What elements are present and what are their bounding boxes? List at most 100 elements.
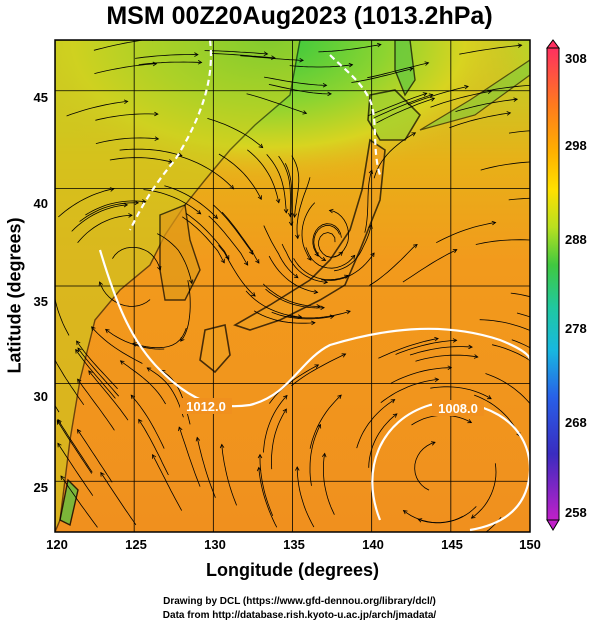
streamline bbox=[480, 161, 530, 171]
streamline bbox=[100, 472, 137, 526]
streamline-arrowhead bbox=[57, 442, 62, 448]
streamline bbox=[161, 370, 191, 425]
streamline bbox=[271, 311, 334, 320]
streamline-arrowhead bbox=[390, 399, 396, 404]
streamline-arrowhead bbox=[292, 213, 298, 218]
streamline bbox=[376, 97, 435, 124]
x-tick-130: 130 bbox=[204, 537, 226, 552]
colorbar-tick-258: 258 bbox=[565, 505, 587, 520]
streamline-arrowhead bbox=[293, 273, 299, 279]
streamline bbox=[138, 419, 169, 476]
streamline-arrowhead bbox=[314, 364, 320, 369]
isobar-1012 bbox=[98, 249, 530, 408]
streamline bbox=[296, 466, 315, 528]
streamline-arrowhead bbox=[258, 143, 264, 149]
isobar-label-1012: 1012.0 bbox=[186, 399, 226, 414]
streamline-arrowhead bbox=[192, 32, 196, 36]
streamline-arrowhead bbox=[320, 305, 325, 311]
isobar-north bbox=[129, 40, 212, 231]
streamline bbox=[459, 44, 522, 55]
streamline bbox=[268, 255, 318, 293]
streamline bbox=[79, 202, 139, 222]
streamline-arrowhead bbox=[447, 365, 453, 371]
japan-kyushu bbox=[199, 324, 231, 374]
streamline-arrowhead bbox=[470, 514, 476, 519]
streamline-arrowhead bbox=[88, 370, 93, 375]
streamline bbox=[262, 283, 321, 307]
streamline bbox=[418, 506, 477, 524]
streamline-arrowhead bbox=[98, 281, 103, 287]
streamline-arrowhead bbox=[560, 370, 564, 374]
streamline-arrowhead bbox=[178, 426, 183, 432]
streamline bbox=[334, 224, 372, 272]
streamline bbox=[296, 177, 311, 239]
streamline bbox=[152, 454, 183, 511]
streamline-arrowhead bbox=[328, 208, 334, 214]
streamline bbox=[253, 310, 315, 324]
streamline-arrowhead bbox=[491, 220, 497, 226]
streamline-arrowhead bbox=[77, 347, 82, 353]
streamline-arrowhead bbox=[283, 394, 288, 400]
streamline bbox=[77, 214, 133, 244]
streamline bbox=[180, 156, 234, 190]
streamline bbox=[57, 419, 93, 473]
streamline bbox=[449, 112, 511, 129]
streamline-arrowhead bbox=[568, 128, 572, 132]
y-tick-45: 45 bbox=[33, 90, 48, 105]
streamline-arrowhead bbox=[50, 351, 53, 355]
x-tick-140: 140 bbox=[362, 537, 384, 552]
streamline bbox=[185, 213, 230, 260]
streamline-arrowhead bbox=[197, 60, 203, 65]
streamline-arrowhead bbox=[311, 320, 316, 326]
taiwan bbox=[59, 478, 79, 527]
streamline bbox=[471, 463, 497, 519]
colorbar-top-arrow bbox=[546, 39, 560, 49]
streamline bbox=[293, 258, 349, 281]
streamline bbox=[407, 86, 469, 106]
streamline bbox=[66, 101, 128, 117]
streamline bbox=[291, 353, 346, 387]
streamline bbox=[415, 354, 478, 362]
y-axis-label: Latitude (degrees) bbox=[4, 217, 25, 374]
streamline bbox=[211, 53, 275, 59]
streamline-arrowhead bbox=[249, 250, 254, 255]
streamline-arrowhead bbox=[138, 418, 143, 424]
colorbar-bottom-arrow bbox=[546, 519, 560, 531]
streamline bbox=[132, 327, 187, 349]
streamline-arrowhead bbox=[130, 394, 136, 400]
streamline bbox=[180, 280, 191, 342]
streamline bbox=[60, 475, 98, 528]
streamline-arrowhead bbox=[487, 395, 492, 400]
isobar-label-1008: 1008.0 bbox=[438, 401, 478, 416]
streamline-arrowhead bbox=[408, 67, 414, 72]
streamline bbox=[309, 424, 321, 486]
streamline-arrowhead bbox=[152, 61, 158, 67]
streamline bbox=[284, 163, 292, 226]
streamline bbox=[313, 225, 340, 261]
streamline bbox=[135, 54, 198, 59]
streamline-arrowhead bbox=[313, 289, 319, 295]
streamline bbox=[71, 204, 128, 232]
y-tick-35: 35 bbox=[33, 294, 48, 309]
kamchatka-kuril bbox=[419, 59, 530, 131]
streamline bbox=[218, 153, 262, 200]
streamline bbox=[77, 429, 113, 483]
streamline-arrowhead bbox=[323, 279, 329, 285]
streamline-arrowhead bbox=[327, 91, 332, 97]
sakhalin-coast bbox=[394, 40, 416, 97]
streamline bbox=[263, 225, 299, 279]
streamline bbox=[204, 50, 268, 55]
streamline-arrowhead bbox=[434, 377, 440, 383]
streamline-arrowhead bbox=[119, 360, 125, 365]
streamline-arrowhead bbox=[376, 42, 382, 48]
japan-hokkaido bbox=[367, 89, 422, 141]
streamline bbox=[221, 444, 237, 506]
streamline bbox=[143, 189, 201, 215]
streamline bbox=[369, 244, 418, 286]
streamline bbox=[99, 281, 151, 307]
streamline-arrowhead bbox=[542, 83, 546, 87]
streamline-arrowhead bbox=[257, 195, 262, 201]
streamline-arrowhead bbox=[413, 243, 418, 249]
